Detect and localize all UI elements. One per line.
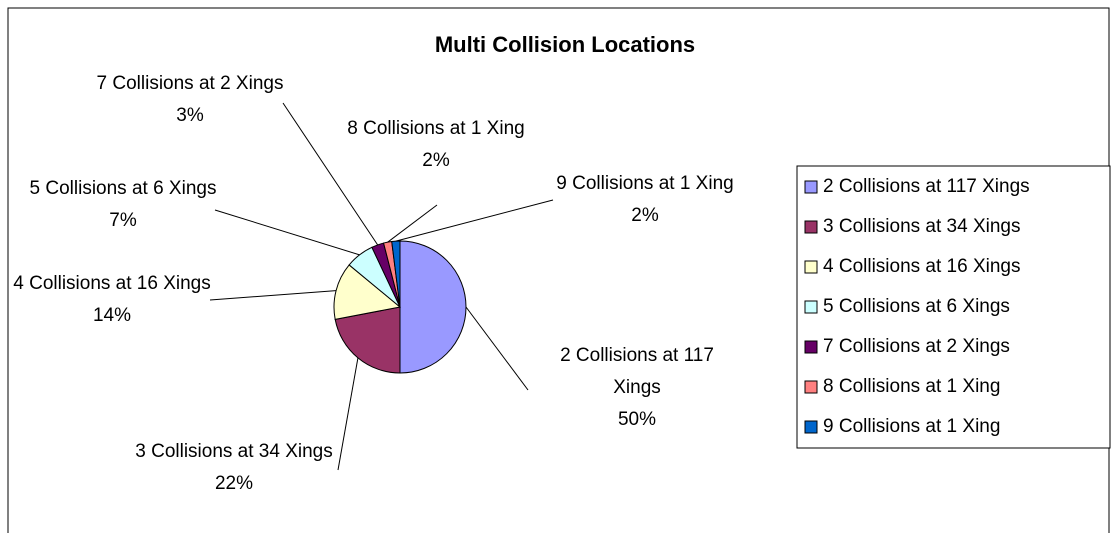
data-label: 8 Collisions at 1 Xing 2% <box>336 113 536 177</box>
data-label-name: 4 Collisions at 16 Xings <box>13 273 211 294</box>
leader-line <box>465 306 529 391</box>
legend-swatch <box>804 260 818 274</box>
data-label-value: 22% <box>214 473 254 494</box>
leader-line <box>209 290 337 301</box>
leader-line <box>337 357 359 471</box>
data-label-value: 14% <box>92 305 132 326</box>
legend-swatch <box>804 380 818 394</box>
legend-box <box>796 165 1111 449</box>
legend-label: 5 Collisions at 6 Xings <box>823 296 1010 317</box>
legend-label: 2 Collisions at 117 Xings <box>823 176 1030 197</box>
data-label: 5 Collisions at 6 Xings 7% <box>23 173 223 237</box>
legend-label: 7 Collisions at 2 Xings <box>823 336 1010 357</box>
data-label: 7 Collisions at 2 Xings 3% <box>90 68 290 132</box>
data-label-name: 3 Collisions at 34 Xings <box>135 441 333 462</box>
pie-slice <box>333 264 402 320</box>
data-label-value: 50% <box>617 409 657 430</box>
chart-title: Multi Collision Locations <box>435 32 695 57</box>
legend-label: 9 Collisions at 1 Xing <box>823 416 1000 437</box>
data-label: 2 Collisions at 117 Xings 50% <box>537 340 737 436</box>
legend-label: 8 Collisions at 1 Xing <box>823 376 1000 397</box>
data-label-name: 2 Collisions at 117 Xings <box>560 345 714 398</box>
data-label-value: 7% <box>109 210 137 231</box>
legend-swatch <box>804 300 818 314</box>
data-label-value: 2% <box>631 205 659 226</box>
legend-swatch <box>804 340 818 354</box>
legend-label: 3 Collisions at 34 Xings <box>823 216 1021 237</box>
leader-line <box>395 199 554 242</box>
pie-slice <box>399 240 467 374</box>
leader-line <box>387 204 438 243</box>
data-label-value: 3% <box>176 105 204 126</box>
data-label: 4 Collisions at 16 Xings 14% <box>12 268 212 332</box>
data-label-name: 9 Collisions at 1 Xing <box>556 173 734 194</box>
data-label: 9 Collisions at 1 Xing 2% <box>545 168 745 232</box>
pie-slice <box>334 306 401 374</box>
legend-label: 4 Collisions at 16 Xings <box>823 256 1021 277</box>
legend-swatch <box>804 180 818 194</box>
data-label-name: 5 Collisions at 6 Xings <box>29 178 217 199</box>
leader-line <box>282 102 379 246</box>
legend-swatch <box>804 220 818 234</box>
leader-line <box>214 209 360 256</box>
data-label-name: 7 Collisions at 2 Xings <box>96 73 284 94</box>
legend-swatch <box>804 420 818 434</box>
data-label: 3 Collisions at 34 Xings 22% <box>134 436 334 500</box>
data-label-value: 2% <box>422 150 450 171</box>
data-label-name: 8 Collisions at 1 Xing <box>347 118 525 139</box>
